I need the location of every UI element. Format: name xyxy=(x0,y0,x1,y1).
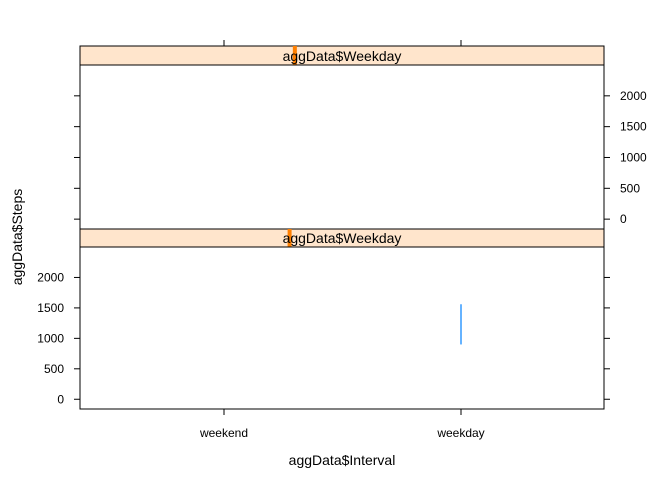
panel-frame-top xyxy=(79,64,605,230)
ytick-label-bottom-2000: 2000 xyxy=(37,270,64,284)
strip-level-marker-bottom xyxy=(287,229,292,247)
x-axis-title: aggData$Interval xyxy=(289,452,396,468)
strip-label-top: aggData$Weekday xyxy=(283,48,402,64)
xtick-label-weekday: weekday xyxy=(436,426,484,440)
xtick-label-weekend: weekend xyxy=(199,426,248,440)
ytick-label-bottom-0: 0 xyxy=(57,392,64,406)
ytick-label-top-1000: 1000 xyxy=(620,150,647,164)
y-axis-title: aggData$Steps xyxy=(9,189,25,286)
strip-label-bottom: aggData$Weekday xyxy=(283,230,402,246)
panel-frame-bottom xyxy=(79,246,605,410)
ytick-label-top-500: 500 xyxy=(620,181,640,195)
strip-level-marker-top xyxy=(292,46,297,65)
ytick-label-top-0: 0 xyxy=(620,212,627,226)
ytick-label-top-2000: 2000 xyxy=(620,89,647,103)
ytick-label-bottom-1500: 1500 xyxy=(37,301,64,315)
ytick-label-bottom-1000: 1000 xyxy=(37,331,64,345)
ytick-label-bottom-500: 500 xyxy=(44,362,64,376)
ytick-label-top-1500: 1500 xyxy=(620,120,647,134)
